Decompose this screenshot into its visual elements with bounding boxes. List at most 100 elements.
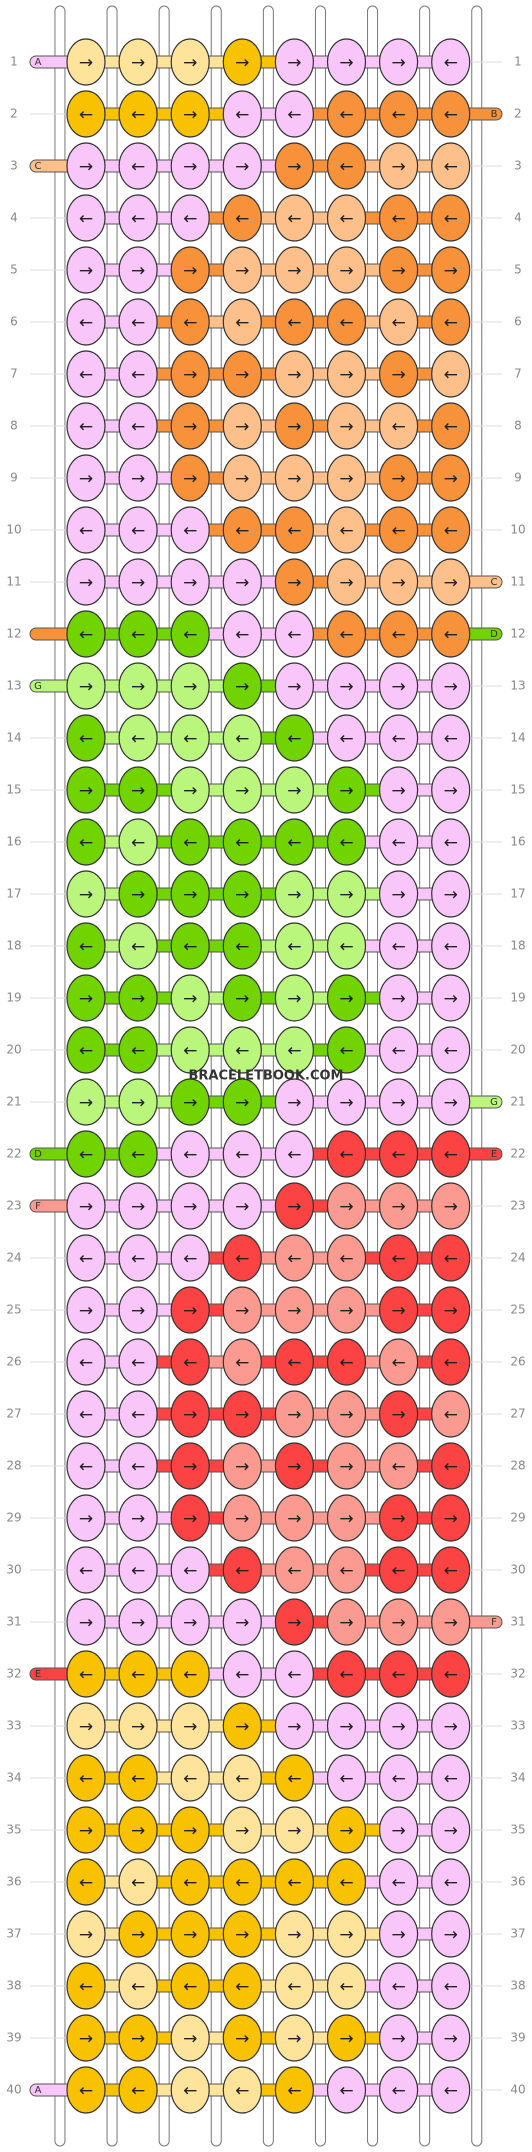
knot-arrow: → [79,781,93,801]
knot-arrow: ← [391,937,405,957]
knot [379,662,419,710]
knot [222,1494,262,1542]
knot-arrow: → [444,885,458,905]
knot-arrow: ← [79,1873,93,1893]
row-label: 3 [10,159,18,173]
strand [419,5,431,2147]
knot-arrow: → [131,885,145,905]
knot-arrow: ← [131,1769,145,1789]
row-label: 32 [510,1667,525,1681]
knot [431,298,471,346]
knot [274,1130,314,1178]
knot [379,454,419,502]
knot [170,2014,210,2062]
knot [274,1702,314,1750]
knot-arrow: → [79,1509,93,1529]
knot-arrow: ← [339,1561,353,1581]
knot [118,402,158,450]
row-label: 9 [10,471,18,485]
knot-arrow: ← [131,625,145,645]
knot-arrow: → [444,573,458,593]
knot [118,766,158,814]
knot [170,1338,210,1386]
knot [274,1806,314,1854]
knot [274,610,314,658]
knot [431,610,471,658]
knot [66,714,106,762]
knot [170,506,210,554]
knot-arrow: ← [287,625,301,645]
knot [274,818,314,866]
knot [118,1806,158,1854]
knot [66,1286,106,1334]
knot [379,1442,419,1490]
knot-arrow: → [183,417,197,437]
knot [274,2066,314,2114]
knot-arrow: → [287,261,301,281]
knot [326,38,367,86]
knot-arrow: ← [131,209,145,229]
knot [326,870,367,918]
knot [66,1702,106,1750]
knot-arrow: → [339,261,353,281]
knot [326,558,367,606]
row-label: 13 [510,679,525,693]
knot-arrow: ← [444,1977,458,1997]
knot-arrow: → [235,1457,249,1477]
row-label: 15 [510,783,525,797]
knot-arrow: → [391,365,405,385]
knot [118,2066,158,2114]
row-label: 8 [10,419,18,433]
knot-arrow: → [79,1301,93,1321]
row-label: 32 [6,1667,21,1681]
knot [118,1078,158,1126]
row-label: 33 [510,1719,525,1733]
knot [222,246,262,294]
knot-arrow: → [131,1613,145,1633]
knot [274,454,314,502]
knot-arrow: → [131,677,145,697]
knot-arrow: ← [235,209,249,229]
row-label: 14 [510,731,525,745]
knot-arrow: → [183,105,197,125]
knot [66,1806,106,1854]
row-label: 11 [6,575,21,589]
strand [106,5,118,2147]
knot [326,506,367,554]
knot [379,1338,419,1386]
knot [118,1494,158,1542]
knot-arrow: ← [131,313,145,333]
knot-arrow: ← [391,1873,405,1893]
knot [274,1754,314,1802]
knot [379,610,419,658]
knot [66,766,106,814]
knot [118,1702,158,1750]
knot-arrow: → [339,1405,353,1425]
knot-arrow: → [287,885,301,905]
knot-arrow: ← [339,105,353,125]
knot [66,90,106,138]
knot-arrow: → [339,1301,353,1321]
knot-arrow: ← [339,833,353,853]
knot [222,402,262,450]
knot-arrow: → [287,1925,301,1945]
knot-arrow: → [287,1613,301,1633]
row-label: 10 [510,523,525,537]
knot-arrow: → [235,261,249,281]
knot [222,1546,262,1594]
knot-arrow: → [79,1717,93,1737]
row-label: 8 [514,419,522,433]
knot [326,246,367,294]
row-label: 23 [6,1199,21,1213]
knot [66,1234,106,1282]
knot-arrow: ← [444,417,458,437]
knot-arrow: → [391,989,405,1009]
knot [326,1910,367,1958]
knot-arrow: → [287,1717,301,1737]
knot-arrow: ← [287,209,301,229]
knot [170,246,210,294]
knot [170,714,210,762]
knot [379,1702,419,1750]
knot-arrow: ← [183,1353,197,1373]
knot [326,350,367,398]
